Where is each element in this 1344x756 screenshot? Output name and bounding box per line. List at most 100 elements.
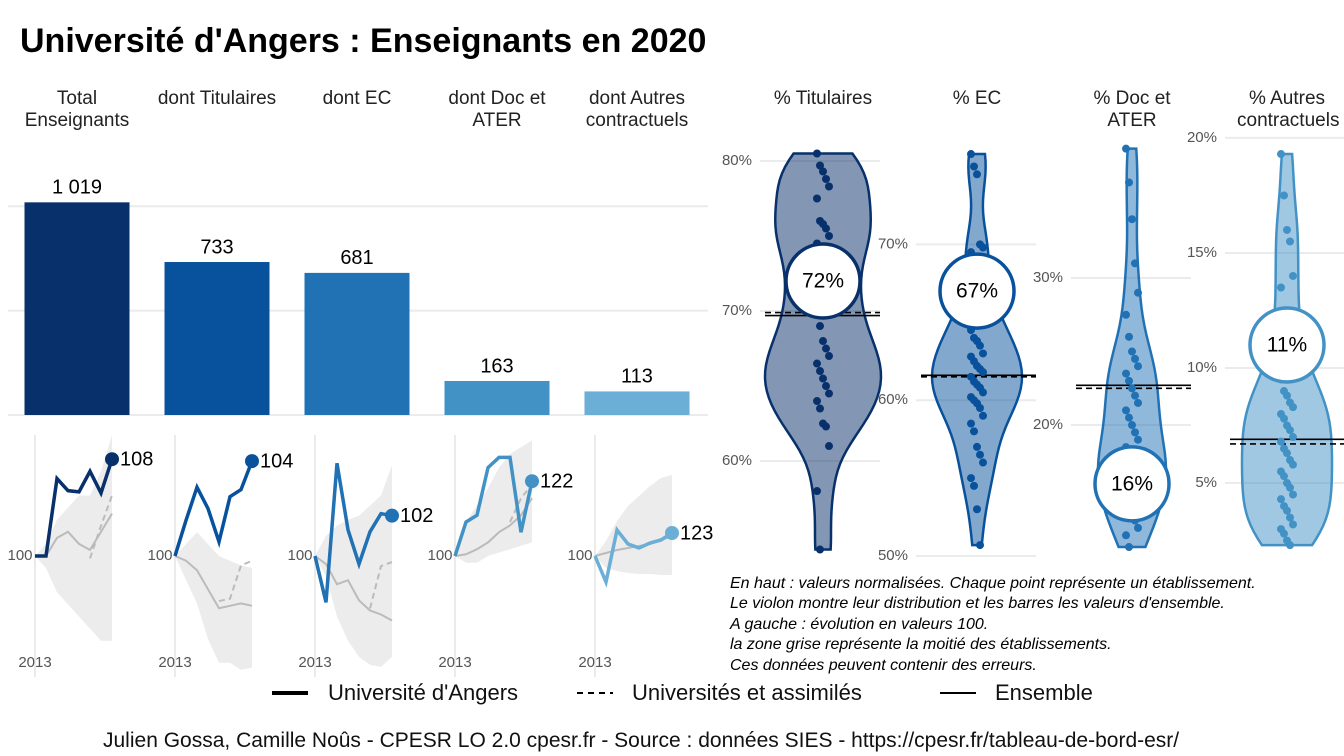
point [979, 368, 987, 377]
point [1134, 435, 1142, 444]
band [595, 475, 672, 575]
point [1125, 543, 1133, 552]
point [976, 541, 984, 550]
point [976, 450, 984, 459]
point [1277, 283, 1285, 292]
series-line [313, 462, 393, 603]
point [1286, 426, 1294, 435]
point [822, 175, 830, 184]
point [819, 374, 827, 383]
point [1280, 529, 1288, 538]
point [1131, 428, 1139, 437]
x-tick-label: 2013 [298, 654, 331, 671]
bar-label: 733 [200, 236, 233, 258]
point [1283, 225, 1291, 234]
bar-label: 1 019 [52, 177, 102, 199]
point [822, 224, 830, 233]
point [822, 422, 830, 431]
point [813, 397, 821, 406]
point [1280, 472, 1288, 481]
point [1122, 310, 1130, 319]
point [1289, 403, 1297, 412]
series-line [174, 555, 253, 610]
point [1277, 150, 1285, 159]
point [813, 359, 821, 368]
y-tick-label: 70% [878, 235, 908, 252]
point [825, 389, 833, 398]
point [1289, 433, 1297, 442]
band [315, 465, 392, 667]
note-line: Le violon montre leur distribution et le… [730, 595, 1225, 613]
bar-label: 681 [340, 247, 373, 269]
point [1289, 271, 1297, 280]
point [1289, 490, 1297, 499]
point [1280, 414, 1288, 423]
point [825, 442, 833, 451]
x-tick-label: 2013 [578, 654, 611, 671]
point [1134, 362, 1142, 371]
y-tick-label: 100 [147, 547, 172, 564]
violin-header: % EC [952, 88, 1002, 109]
x-tick-label: 2013 [158, 654, 191, 671]
end-dot [105, 452, 119, 467]
point [1283, 449, 1291, 458]
violin-header: % Doc et ATER [1093, 88, 1171, 131]
series-line [35, 458, 114, 558]
point [822, 344, 830, 353]
point [825, 232, 833, 241]
end-label: 104 [260, 450, 293, 472]
series-line [593, 525, 673, 588]
point [813, 149, 821, 158]
bar-label: 163 [480, 355, 513, 377]
end-label: 122 [540, 471, 573, 493]
value-label: 67% [956, 280, 998, 303]
y-tick-label: 100 [567, 547, 592, 564]
y-tick-label: 60% [878, 391, 908, 408]
note-line: la zone grise représente la moitié des é… [730, 636, 1112, 654]
point [1134, 398, 1142, 407]
band [175, 532, 252, 670]
end-label: 102 [400, 505, 433, 527]
point [976, 341, 984, 350]
point [976, 403, 984, 412]
x-tick-label: 2013 [438, 654, 471, 671]
point [973, 442, 981, 451]
violin [763, 152, 883, 551]
point [1125, 332, 1133, 341]
column-header: dont EC [322, 88, 392, 109]
point [1122, 144, 1130, 153]
point [1283, 391, 1291, 400]
y-tick-label: 10% [1187, 359, 1217, 376]
point [813, 194, 821, 203]
point [816, 161, 824, 170]
point [825, 352, 833, 361]
page-title: Université d'Angers : Enseignants en 202… [20, 22, 707, 60]
column-header: dont Autres contractuels [585, 88, 689, 131]
y-tick-label: 100 [7, 547, 32, 564]
column-header: Total Enseignants [24, 88, 130, 131]
point [1128, 347, 1136, 356]
bar [164, 262, 270, 415]
point [1131, 391, 1139, 400]
point [816, 322, 824, 331]
point [816, 367, 824, 376]
note-line: A gauche : évolution en valeurs 100. [730, 615, 989, 633]
series-line [173, 460, 254, 557]
end-dot [665, 526, 679, 540]
column-header: dont Titulaires [157, 88, 277, 109]
caption: Julien Gossa, Camille Noûs - CPESR LO 2.… [103, 729, 1180, 752]
point [1128, 384, 1136, 393]
point [1122, 406, 1130, 415]
point [816, 404, 824, 413]
point [1125, 413, 1133, 422]
y-tick-label: 20% [1033, 416, 1063, 433]
point [1128, 215, 1136, 224]
point [819, 337, 827, 346]
value-circle [938, 252, 1016, 330]
point [970, 427, 978, 436]
bar [24, 202, 130, 415]
note-line: En haut : valeurs normalisées. Chaque po… [730, 575, 1256, 592]
violin-header: % Autres contractuels [1237, 88, 1340, 131]
